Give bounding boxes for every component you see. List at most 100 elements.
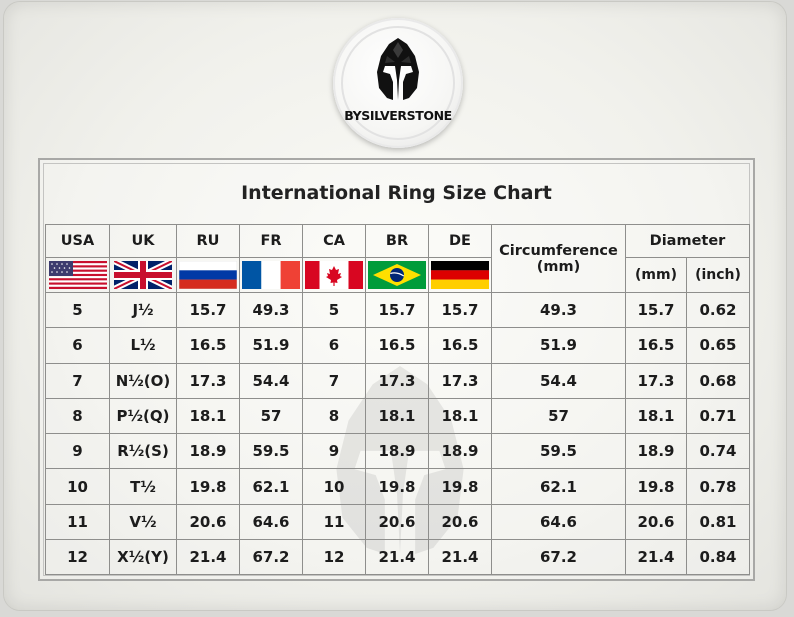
uk-flag-icon — [114, 261, 172, 289]
cell-fr: 54.4 — [239, 362, 303, 399]
cell-br: 18.1 — [365, 397, 429, 435]
cell-fr: 51.9 — [239, 327, 303, 364]
cell-fr: 57 — [239, 397, 303, 435]
cell-fr: 67.2 — [239, 539, 303, 576]
cell-usa: 9 — [45, 433, 110, 470]
cell-de: 18.1 — [428, 397, 492, 435]
chart-title: International Ring Size Chart — [241, 182, 552, 204]
col-header-uk: UK — [109, 224, 177, 258]
cell-diameter-mm: 18.9 — [625, 433, 687, 470]
col-header-de: DE — [428, 224, 492, 258]
cell-ru: 21.4 — [176, 539, 240, 576]
cell-br: 16.5 — [365, 327, 429, 364]
cell-ca: 10 — [302, 468, 366, 505]
table-row: 6 L½ 16.5 51.9 6 16.5 16.5 51.9 16.5 0.65 — [45, 327, 750, 364]
flag-cell-ru — [176, 257, 240, 293]
logo-ring — [341, 26, 455, 140]
cell-circumference: 64.6 — [491, 503, 626, 541]
cell-uk: J½ — [109, 291, 177, 329]
cell-br: 19.8 — [365, 468, 429, 505]
cell-ca: 5 — [302, 291, 366, 329]
germany-flag-icon — [431, 261, 489, 289]
cell-de: 15.7 — [428, 291, 492, 329]
cell-diameter-inch: 0.65 — [686, 327, 750, 364]
cell-circumference: 54.4 — [491, 362, 626, 399]
france-flag-icon — [242, 261, 300, 289]
cell-circumference: 62.1 — [491, 468, 626, 505]
cell-circumference: 59.5 — [491, 433, 626, 470]
cell-diameter-inch: 0.84 — [686, 539, 750, 576]
cell-de: 16.5 — [428, 327, 492, 364]
cell-circumference: 57 — [491, 397, 626, 435]
table-row: 7 N½(O) 17.3 54.4 7 17.3 17.3 54.4 17.3 0.68 — [45, 362, 750, 399]
cell-ru: 17.3 — [176, 362, 240, 399]
cell-fr: 64.6 — [239, 503, 303, 541]
cell-ru: 20.6 — [176, 503, 240, 541]
spartan-helmet-icon — [377, 38, 419, 100]
cell-de: 18.9 — [428, 433, 492, 470]
cell-ca: 6 — [302, 327, 366, 364]
circumference-unit: (mm) — [536, 258, 581, 275]
cell-uk: V½ — [109, 503, 177, 541]
ring-size-table: USA UK RU FR CA BR DE Circumference (mm)… — [45, 224, 750, 576]
cell-diameter-mm: 16.5 — [625, 327, 687, 364]
cell-diameter-inch: 0.74 — [686, 433, 750, 470]
col-header-ca: CA — [302, 224, 366, 258]
russia-flag-icon — [179, 261, 237, 289]
cell-br: 20.6 — [365, 503, 429, 541]
cell-usa: 12 — [45, 539, 110, 576]
cell-br: 21.4 — [365, 539, 429, 576]
us-flag-icon — [48, 261, 107, 289]
cell-ru: 16.5 — [176, 327, 240, 364]
cell-diameter-inch: 0.78 — [686, 468, 750, 505]
col-header-ru: RU — [176, 224, 240, 258]
cell-uk: R½(S) — [109, 433, 177, 470]
table-row: 9 R½(S) 18.9 59.5 9 18.9 18.9 59.5 18.9 0.74 — [45, 433, 750, 470]
cell-usa: 11 — [45, 503, 110, 541]
cell-ru: 15.7 — [176, 291, 240, 329]
table-row: 11 V½ 20.6 64.6 11 20.6 20.6 64.6 20.6 0.81 — [45, 503, 750, 541]
cell-circumference: 67.2 — [491, 539, 626, 576]
cell-fr: 62.1 — [239, 468, 303, 505]
col-header-diameter-inch: (inch) — [686, 257, 750, 293]
cell-usa: 5 — [45, 291, 110, 329]
cell-diameter-inch: 0.68 — [686, 362, 750, 399]
cell-ru: 18.1 — [176, 397, 240, 435]
flag-cell-usa — [45, 257, 110, 293]
flag-cell-uk — [109, 257, 177, 293]
cell-diameter-mm: 19.8 — [625, 468, 687, 505]
brazil-flag-icon — [368, 261, 426, 289]
flag-cell-de — [428, 257, 492, 293]
table-row: 8 P½(Q) 18.1 57 8 18.1 18.1 57 18.1 0.71 — [45, 397, 750, 435]
flag-cell-ca — [302, 257, 366, 293]
cell-usa: 10 — [45, 468, 110, 505]
col-header-diameter: Diameter — [625, 224, 750, 258]
col-header-fr: FR — [239, 224, 303, 258]
cell-usa: 7 — [45, 362, 110, 399]
cell-de: 19.8 — [428, 468, 492, 505]
cell-ca: 12 — [302, 539, 366, 576]
cell-diameter-mm: 18.1 — [625, 397, 687, 435]
cell-diameter-inch: 0.71 — [686, 397, 750, 435]
cell-br: 17.3 — [365, 362, 429, 399]
col-header-usa: USA — [45, 224, 110, 258]
cell-br: 15.7 — [365, 291, 429, 329]
cell-ca: 9 — [302, 433, 366, 470]
brand-logo: BYSILVERSTONE — [333, 18, 463, 148]
canada-flag-icon — [305, 261, 363, 289]
cell-ca: 11 — [302, 503, 366, 541]
flag-cell-br — [365, 257, 429, 293]
cell-fr: 49.3 — [239, 291, 303, 329]
cell-de: 17.3 — [428, 362, 492, 399]
table-row: 12 X½(Y) 21.4 67.2 12 21.4 21.4 67.2 21.4 0.84 — [45, 539, 750, 576]
brand-name: BYSILVERSTONE — [344, 108, 452, 123]
cell-diameter-inch: 0.81 — [686, 503, 750, 541]
cell-circumference: 51.9 — [491, 327, 626, 364]
cell-uk: L½ — [109, 327, 177, 364]
cell-usa: 8 — [45, 397, 110, 435]
col-header-diameter-mm: (mm) — [625, 257, 687, 293]
cell-uk: N½(O) — [109, 362, 177, 399]
cell-diameter-mm: 15.7 — [625, 291, 687, 329]
cell-de: 20.6 — [428, 503, 492, 541]
cell-fr: 59.5 — [239, 433, 303, 470]
